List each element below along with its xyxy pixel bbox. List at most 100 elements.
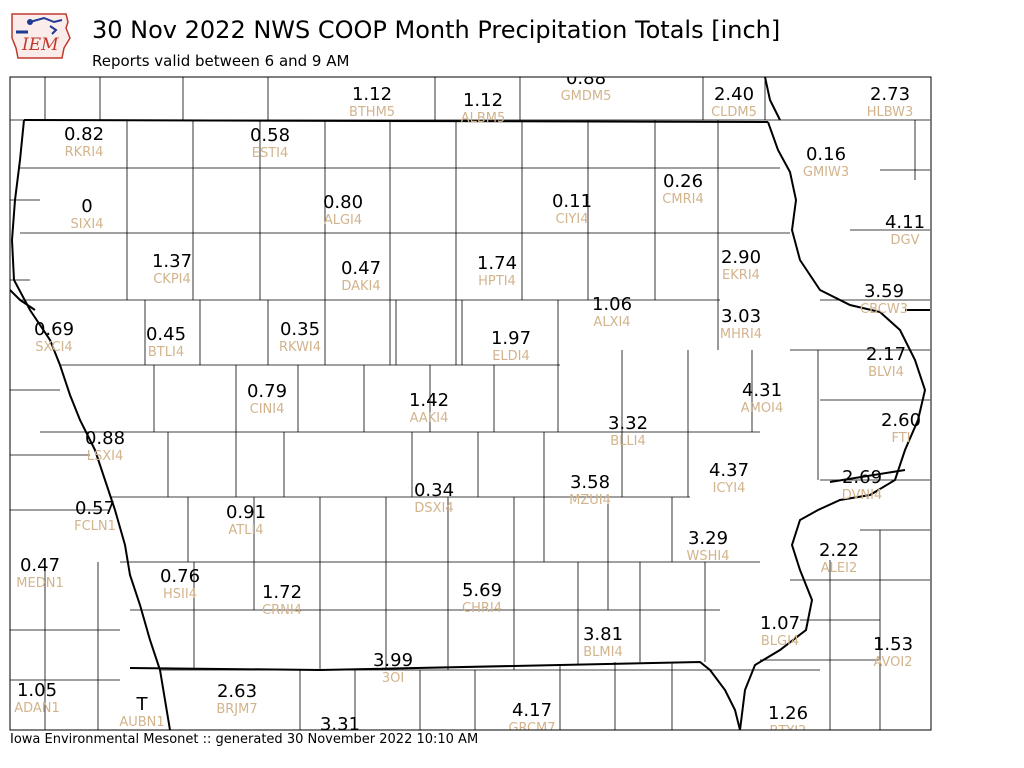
station-id: EKRI4	[722, 268, 760, 283]
station-id: CINI4	[250, 402, 285, 417]
state-border-line	[129, 660, 741, 730]
station-id: AUBN1	[119, 715, 164, 730]
station-value: 4.37	[709, 460, 749, 481]
station-id: MHRI4	[720, 327, 762, 342]
station-id: BLGI4	[761, 634, 799, 649]
station-id: CRNI4	[262, 603, 302, 618]
station-value: 1.07	[760, 613, 800, 634]
station-id: RKRI4	[65, 145, 104, 160]
station-id: CHRI4	[462, 601, 502, 616]
station-id: FCLN1	[74, 519, 116, 534]
station-id: ALEI2	[821, 561, 857, 576]
station-value: 0.69	[34, 319, 74, 340]
station-value: 0.80	[323, 192, 363, 213]
station-value: 4.17	[512, 700, 552, 721]
state-border-line	[10, 119, 171, 730]
station-value: 0.16	[806, 144, 846, 165]
station-value: 2.22	[819, 540, 859, 561]
station-id: ESTI4	[252, 146, 289, 161]
station-value: 2.90	[721, 247, 761, 268]
station-id: ELDI4	[492, 349, 530, 364]
station-value: 2.69	[842, 467, 882, 488]
station-id: WSHI4	[687, 549, 730, 564]
station-value: 1.12	[463, 90, 503, 111]
station-id: DVNI4	[842, 488, 883, 503]
station-id: MEDN1	[16, 576, 63, 591]
station-value: 2.73	[870, 84, 910, 105]
station-id: CLDM5	[711, 105, 757, 120]
station-marker: 3.31	[320, 714, 360, 735]
state-border-line	[764, 77, 781, 121]
station-value: 3.29	[688, 528, 728, 549]
station-value: 0.34	[414, 480, 454, 501]
station-id: LSXI4	[87, 449, 124, 464]
station-id: BLVI4	[868, 365, 904, 380]
station-value: 0.35	[280, 319, 320, 340]
station-id: BLLI4	[610, 434, 646, 449]
station-id: GRCM7	[508, 721, 555, 736]
iem-logo: IEM	[11, 13, 71, 59]
state-border-line	[23, 119, 769, 123]
station-value: 4.31	[742, 380, 782, 401]
station-value: 5.69	[462, 580, 502, 601]
station-value: 3.31	[320, 714, 360, 735]
station-value: 1.74	[477, 253, 517, 274]
station-id: SXCI4	[35, 340, 72, 355]
station-id: GMDM5	[561, 89, 612, 104]
station-id: BRJM7	[216, 702, 257, 717]
station-value: 1.53	[873, 634, 913, 655]
station-id: BTLI4	[148, 345, 184, 360]
station-value: 1.06	[592, 294, 632, 315]
station-id: DGV	[891, 233, 920, 248]
station-value: 0.88	[85, 428, 125, 449]
station-value: 3.58	[570, 472, 610, 493]
station-id: 3OI	[382, 671, 404, 686]
station-value: 0.82	[64, 124, 104, 145]
station-value: 1.12	[352, 84, 392, 105]
station-value: 1.42	[409, 390, 449, 411]
station-id: ALXI4	[593, 315, 630, 330]
station-id: ADAN1	[14, 701, 60, 716]
station-value: 2.17	[866, 344, 906, 365]
station-value: 0.91	[226, 502, 266, 523]
station-value: 0.88	[566, 68, 606, 89]
station-value: 1.37	[152, 251, 192, 272]
station-value: 2.63	[217, 681, 257, 702]
station-id: GMIW3	[803, 165, 849, 180]
map-subtitle: Reports valid between 6 and 9 AM	[92, 52, 350, 70]
